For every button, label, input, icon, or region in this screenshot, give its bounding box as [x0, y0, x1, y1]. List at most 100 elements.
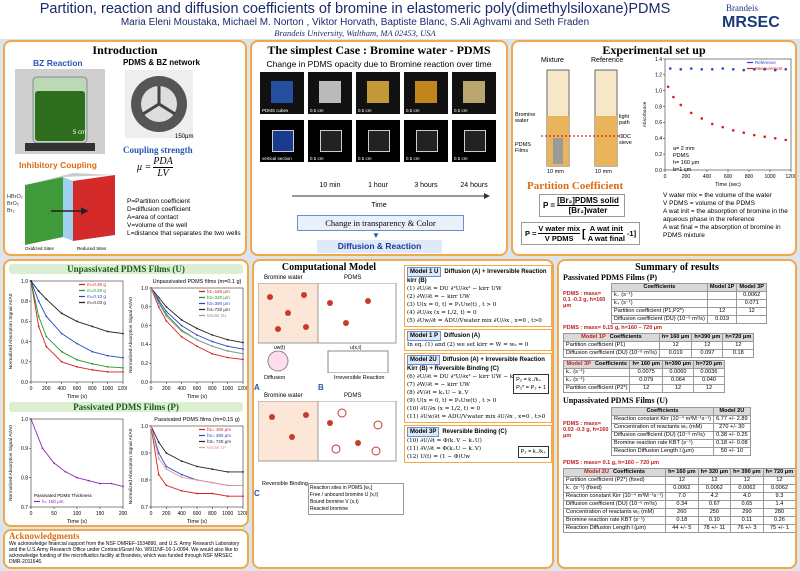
row: Reaction Diffusion Length l (μm) 50 +/- 1…	[610, 447, 751, 456]
legend-label: h1= 160 μm	[207, 427, 231, 432]
data-point	[700, 68, 704, 71]
legend-item: Reacted bromine	[310, 506, 349, 512]
cube-grid: PDMS cubes vertical section 0.5 cm 0.5 cm 0.…	[260, 72, 500, 164]
oxidized-label: Oxidized Sites	[25, 246, 54, 251]
coupling-diagram	[25, 173, 115, 245]
time-axis	[292, 193, 490, 199]
definition: P=Partition coefficient	[127, 198, 190, 205]
cube-photo: 0.5 cm	[452, 72, 496, 114]
definition: A=area of contact	[127, 214, 179, 221]
row: Reaction constant Kirr (10⁻⁴ m³M⁻¹s⁻¹) 7.…	[562, 492, 795, 501]
equation: (10) ∂U/∂t = Φ(k₋V − k₊U)	[407, 438, 482, 444]
x-tick-label: 100	[73, 511, 82, 517]
data-point	[76, 358, 78, 361]
x-tick-label: 0	[150, 386, 153, 392]
eq-lhs: μ =	[137, 162, 152, 173]
reaction-icon	[327, 350, 389, 373]
scale-label: 0.5 cm	[358, 108, 372, 113]
y-tick-label: 0.4	[141, 342, 148, 348]
model-box: Model 2U Diffusion (A) + Irreversible Rea…	[404, 353, 552, 423]
section-photo: 0.5 cm	[404, 120, 448, 162]
cell	[736, 315, 767, 324]
x-tick-label: 400	[177, 511, 186, 517]
data-point	[53, 462, 55, 464]
row: Bromine reaction rate KBT (s⁻¹) 0.18 +/- …	[610, 439, 751, 448]
time-axis-label: Time	[371, 202, 387, 209]
letter: A	[254, 383, 260, 392]
cell: 0.65	[730, 500, 764, 509]
header-cell: Coefficients	[610, 407, 715, 416]
x-tick-label: 150	[96, 511, 105, 517]
cell: Reaction Diffusion Length l (μm)	[610, 447, 715, 456]
data-point	[196, 345, 198, 348]
data-point	[710, 68, 714, 71]
y-tick-label: 0.8	[655, 104, 662, 110]
scale-label: 5 cm	[73, 130, 87, 136]
data-point	[242, 495, 244, 498]
header-text: h= 160 μm	[668, 469, 696, 475]
cell: 0.019	[658, 349, 693, 358]
scale-label: 0.5 cm	[406, 156, 420, 161]
data-point	[226, 350, 229, 352]
x-tick-label: 1000	[102, 386, 113, 392]
y-tick-label: 0.6	[21, 319, 28, 325]
equation: (3) U(x = 0, t) = P₁Uw(t) , t > 0	[407, 302, 497, 308]
row: Reaction Diffusion Length l (μm) 44 +/- 5…	[562, 524, 795, 533]
title: Partition, reaction and diffusion coeffi…	[39, 1, 671, 17]
row: Diffusion coefficient (DU) (10⁻⁶ m²/s) 0.…	[610, 431, 751, 440]
cube-label: PDMS cubes	[262, 108, 289, 113]
row: Partition coefficient (P2*) (fixed) 12 12 1…	[562, 476, 795, 485]
data-point	[157, 457, 160, 460]
cube	[271, 81, 293, 103]
pdms-box	[317, 283, 397, 344]
cell: 0.079	[629, 376, 663, 385]
row: Reaction constant Kirr (10⁻⁴ m³M⁻¹s⁻¹) 6.…	[610, 415, 751, 424]
model-title: Reversible Binding (C)	[442, 429, 507, 435]
section-title: Passivated PDMS Films (P)	[9, 402, 243, 412]
diagram-c	[258, 401, 397, 462]
y-tick-label: 0.6	[141, 323, 148, 329]
data-point	[721, 125, 725, 129]
time-label: 3 hours	[414, 182, 438, 189]
chart: 0.7 0.8 0.9 1.0 0 50 100 150 200 Time (s) Normaliz…	[8, 417, 127, 525]
section-title: Passivated PDMS Films (P)	[563, 273, 657, 282]
data-point	[106, 330, 109, 333]
row: Bromine reaction rate KBT (s⁻¹) 0.18 0.10 0…	[562, 516, 795, 525]
definition: L=distance that separates the two wells	[127, 230, 241, 237]
molecules	[269, 412, 361, 446]
data-point	[731, 68, 735, 71]
x-tick-label: 200	[162, 386, 171, 392]
data-point	[742, 68, 746, 72]
data-point	[45, 315, 48, 318]
data-point	[180, 335, 183, 338]
models: Model 1 U Diffusion (A) + Irreversible Re…	[404, 263, 552, 465]
fraction: [Br₂]PDMS solid [Br₂]water	[557, 196, 619, 215]
header-text: Coefficients	[646, 408, 679, 414]
diagram-a	[258, 283, 397, 373]
cell: 280	[762, 508, 795, 517]
header-cell: h=390 μm	[691, 333, 724, 342]
eq-num: V water mix	[538, 224, 581, 234]
cell: 78 +/- 11	[697, 524, 732, 533]
definition: D=diffusion coefficient	[127, 206, 191, 213]
species-label: HBrO₂	[7, 194, 23, 200]
x-tick-label: 800	[88, 386, 97, 392]
cell: 260	[665, 508, 699, 517]
cell: 270 +/- 30	[713, 423, 751, 432]
pdms-box	[317, 401, 397, 462]
table-wrap: Model 3P Coefficients h= 160 μm h=390 μm h=7…	[562, 360, 725, 393]
cell: 0.040	[692, 376, 725, 385]
label: light path	[619, 114, 630, 126]
data-point	[180, 473, 183, 476]
header-text: h= 720 μm	[765, 469, 794, 475]
row: k₊ (s⁻¹) 0.079 0.064 0.040	[562, 376, 725, 385]
scale-label: 0.5 cm	[406, 108, 420, 113]
model-box: Model 1 U Diffusion (A) + Irreversible Re…	[404, 265, 552, 327]
y-tick-label: 0.2	[655, 152, 662, 158]
plot-area	[30, 418, 124, 508]
fraction: PDA LV	[153, 156, 173, 179]
table-wrap: Model 1P Coefficients h= 160 μm h=390 μm h=7…	[563, 333, 755, 358]
cell	[706, 291, 738, 300]
y-tick-label: 0.0	[655, 168, 662, 174]
x-axis-label: Time (s)	[187, 519, 207, 525]
